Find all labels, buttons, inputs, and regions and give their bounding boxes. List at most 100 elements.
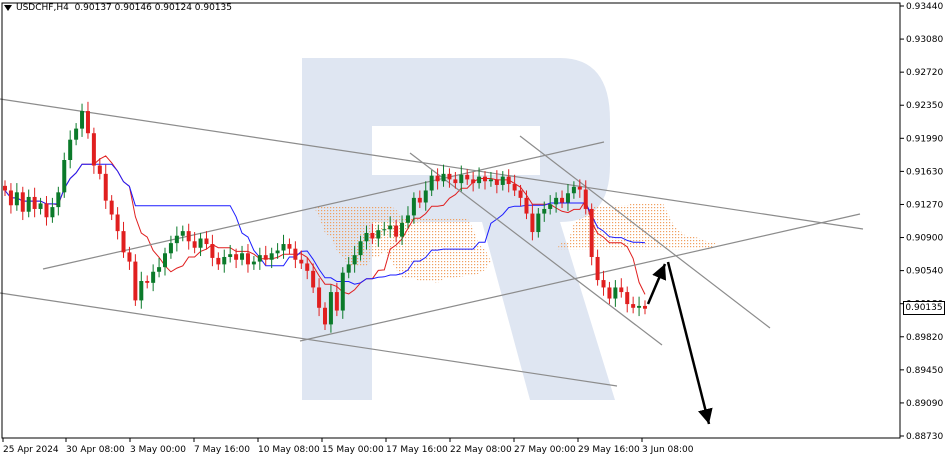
candle-body bbox=[269, 253, 274, 260]
candle-body bbox=[589, 208, 594, 257]
candle-body bbox=[530, 213, 535, 233]
forecast-arrow-up bbox=[646, 263, 667, 305]
candle-body bbox=[524, 197, 529, 214]
candle-body bbox=[56, 192, 61, 208]
x-tick-label: 7 May 16:00 bbox=[194, 445, 250, 455]
candle-body bbox=[643, 305, 647, 309]
candle-body bbox=[8, 190, 13, 206]
x-tick-label: 10 May 08:00 bbox=[258, 445, 320, 455]
candle-body bbox=[91, 133, 96, 166]
candle-body bbox=[68, 139, 73, 161]
candle-body bbox=[14, 192, 19, 206]
x-tick-label: 30 Apr 08:00 bbox=[66, 445, 125, 455]
candle-body bbox=[364, 232, 369, 242]
candle-body bbox=[394, 225, 399, 237]
candle-body bbox=[85, 111, 90, 134]
candle-body bbox=[26, 196, 31, 212]
y-tick-label: 0.89450 bbox=[906, 366, 943, 376]
candle-body bbox=[222, 256, 227, 265]
last-price-tag: 0.90135 bbox=[903, 301, 945, 315]
indicator-lines bbox=[4, 155, 646, 295]
candle-body bbox=[465, 174, 470, 180]
candle-body bbox=[115, 214, 120, 232]
trend-line bbox=[519, 135, 771, 329]
candle-body bbox=[477, 176, 482, 184]
candle-body bbox=[459, 174, 464, 184]
candle-body bbox=[109, 200, 114, 215]
x-tick-label: 22 May 08:00 bbox=[450, 445, 512, 455]
candle-body bbox=[411, 197, 416, 216]
y-tick-label: 0.92720 bbox=[906, 68, 943, 78]
trend-line bbox=[42, 141, 605, 270]
y-tick-label: 0.92350 bbox=[906, 101, 943, 111]
kijun-line bbox=[4, 163, 646, 285]
candle-body bbox=[625, 292, 630, 305]
x-tick-label: 3 Jun 08:00 bbox=[642, 445, 694, 455]
candle-body bbox=[548, 204, 553, 209]
candle-body bbox=[163, 253, 167, 268]
candle-body bbox=[287, 244, 292, 249]
forecast-arrows bbox=[646, 261, 713, 425]
candle-body bbox=[388, 225, 393, 230]
watermark-r-shape bbox=[302, 58, 615, 400]
x-tick-label: 17 May 16:00 bbox=[386, 445, 448, 455]
y-tick-label: 0.89820 bbox=[906, 333, 943, 343]
candle-body bbox=[145, 280, 150, 283]
symbol-header[interactable]: USDCHF,H4 0.90137 0.90146 0.90124 0.9013… bbox=[4, 3, 232, 13]
candle-body bbox=[560, 197, 565, 203]
candle-body bbox=[281, 244, 286, 251]
ohlc-values: 0.90137 0.90146 0.90124 0.90135 bbox=[74, 3, 233, 13]
candle-body bbox=[263, 255, 268, 260]
candle-body bbox=[157, 267, 162, 272]
y-tick-label: 0.90540 bbox=[906, 267, 943, 277]
candle-body bbox=[613, 287, 618, 299]
candle-body bbox=[192, 241, 197, 248]
candle-body bbox=[168, 243, 173, 254]
candle-body bbox=[32, 196, 37, 209]
candle-body bbox=[370, 232, 375, 239]
trend-line bbox=[299, 213, 861, 342]
candle-body bbox=[210, 244, 215, 258]
candle-body bbox=[240, 253, 245, 260]
candle-body bbox=[97, 165, 102, 174]
candle-body bbox=[571, 186, 576, 194]
candle-body bbox=[228, 254, 233, 257]
candle-body bbox=[536, 213, 541, 233]
candle-body bbox=[121, 231, 126, 253]
candle-body bbox=[299, 259, 304, 264]
candles bbox=[3, 101, 647, 333]
candle-body bbox=[38, 203, 43, 209]
candle-body bbox=[257, 255, 262, 262]
candle-body bbox=[637, 305, 642, 308]
trend-channel-lines bbox=[0, 98, 864, 387]
candle-body bbox=[382, 229, 387, 231]
candle-body bbox=[542, 208, 547, 214]
candle-body bbox=[174, 235, 179, 244]
y-tick-label: 0.91990 bbox=[906, 134, 943, 144]
candle-body bbox=[20, 192, 25, 212]
candle-body bbox=[317, 287, 322, 308]
candle-body bbox=[518, 190, 523, 198]
candle-body bbox=[358, 241, 363, 256]
y-tick-label: 0.88730 bbox=[906, 432, 943, 442]
candle-body bbox=[483, 176, 487, 182]
dropdown-triangle-icon[interactable] bbox=[4, 4, 12, 11]
candle-body bbox=[216, 257, 221, 265]
x-tick-label: 15 May 00:00 bbox=[322, 445, 384, 455]
candle-body bbox=[619, 287, 624, 293]
y-tick-label: 0.91630 bbox=[906, 167, 943, 177]
candle-body bbox=[506, 176, 511, 185]
y-tick-label: 0.93080 bbox=[906, 35, 943, 45]
candle-body bbox=[198, 238, 203, 248]
y-tick-label: 0.91270 bbox=[906, 200, 943, 210]
candle-body bbox=[352, 255, 357, 265]
candle-body bbox=[376, 230, 381, 239]
x-tick-label: 25 Apr 2024 bbox=[3, 445, 59, 455]
candle-body bbox=[400, 222, 405, 237]
candle-body bbox=[323, 307, 327, 325]
candle-body bbox=[583, 189, 588, 209]
candle-body bbox=[186, 231, 191, 242]
candle-body bbox=[631, 304, 636, 308]
